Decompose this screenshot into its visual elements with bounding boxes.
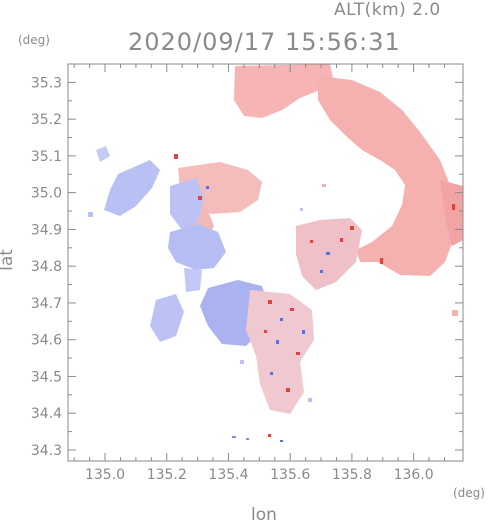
approaching-echo-southwest [150, 294, 184, 342]
approaching-echo-west-small [96, 146, 110, 162]
tick-layer: 135.0 135.2 135.4 135.6 135.8 136.0 35.3 35.2 35… [31, 63, 463, 483]
speckle-group [88, 154, 458, 442]
y-tick-label: 34.9 [31, 222, 62, 238]
y-tick-label: 34.4 [31, 406, 62, 422]
mixed-echo-south [246, 290, 314, 414]
x-tick-label: 135.4 [208, 467, 248, 483]
approaching-echo-north-central [170, 178, 204, 230]
y-tick-label: 34.8 [31, 259, 62, 275]
x-tick-label: 135.2 [147, 467, 187, 483]
approaching-echo-central [168, 224, 226, 270]
x-tick-label: 135.8 [332, 467, 372, 483]
y-tick-label: 35.3 [31, 75, 62, 91]
x-unit-label: (deg) [453, 486, 485, 500]
y-unit-label: (deg) [18, 33, 50, 47]
receding-echo-north [234, 64, 333, 118]
y-tick-label: 35.0 [31, 186, 62, 202]
x-tick-label: 135.0 [85, 467, 125, 483]
plot-frame [67, 63, 464, 462]
x-tick-label: 136.0 [394, 467, 434, 483]
y-tick-label: 34.6 [31, 333, 62, 349]
y-tick-label: 34.7 [31, 296, 62, 312]
timestamp-title: 2020/09/17 15:56:31 [128, 28, 401, 56]
echo-layer [88, 64, 463, 442]
x-axis-title: lon [251, 505, 277, 525]
y-tick-label: 34.5 [31, 369, 62, 385]
approaching-echo-mid-west [184, 268, 202, 292]
x-tick-label: 135.6 [270, 467, 310, 483]
y-tick-label: 35.1 [31, 149, 62, 165]
altitude-label: ALT(km) 2.0 [334, 0, 441, 20]
approaching-echo-west-cell [104, 160, 160, 216]
y-tick-label: 35.2 [31, 112, 62, 128]
y-tick-label: 34.3 [31, 443, 62, 459]
receding-echo-northeast-arc [318, 76, 458, 276]
